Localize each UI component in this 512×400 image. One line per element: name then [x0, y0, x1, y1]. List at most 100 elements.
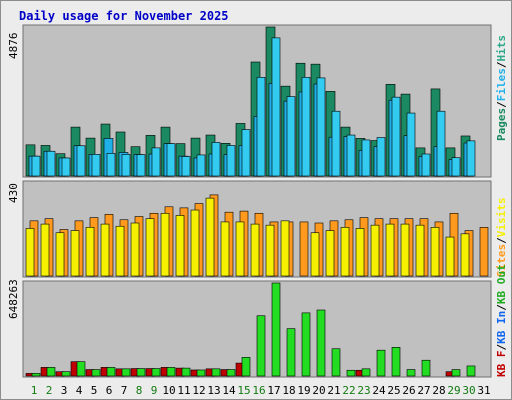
bar-kb-out-day-1	[31, 373, 41, 377]
bar-visits-day-21	[325, 230, 335, 277]
day-label-1: 1	[31, 384, 38, 397]
legend-kbout: KB Out	[495, 264, 508, 304]
legend-hits: Hits	[495, 35, 508, 62]
bar-visits-day-16	[250, 223, 260, 277]
day-label-21: 21	[327, 384, 340, 397]
bar-visits-day-4	[70, 230, 80, 277]
day-label-11: 11	[177, 384, 190, 397]
day-label-6: 6	[106, 384, 113, 397]
day-label-7: 7	[121, 384, 128, 397]
bar-visits-day-24	[370, 224, 380, 277]
day-label-9: 9	[151, 384, 158, 397]
day-label-29: 29	[447, 384, 460, 397]
bar-visits-day-12	[190, 209, 200, 277]
bar-visits-day-26	[400, 223, 410, 277]
bar-kb-out-day-26	[406, 369, 416, 377]
bar-visits-day-23	[355, 228, 365, 277]
bar-hits-day-17	[271, 37, 281, 177]
bar-kb-out-day-24	[376, 349, 386, 377]
legend-sites: Sites	[495, 244, 508, 277]
bar-visits-day-30	[460, 233, 470, 277]
day-label-8: 8	[136, 384, 143, 397]
legend-files: Files	[495, 68, 508, 101]
bar-visits-day-3	[55, 232, 65, 277]
bar-hits-day-30	[466, 140, 476, 177]
bar-sites-day-19	[299, 221, 309, 277]
bar-hits-day-22	[346, 134, 356, 177]
hits-legend: Pages/Files/Hits	[495, 35, 508, 141]
bar-kb-out-day-2	[46, 367, 56, 377]
bar-kb-out-day-11	[181, 367, 191, 377]
bar-sites-day-31	[479, 227, 489, 277]
day-label-2: 2	[46, 384, 53, 397]
day-label-19: 19	[297, 384, 310, 397]
bar-visits-day-7	[115, 225, 125, 277]
bar-kb-out-day-18	[286, 328, 296, 377]
bar-hits-day-21	[331, 110, 341, 177]
bar-hits-day-29	[451, 157, 461, 177]
bar-hits-day-25	[391, 96, 401, 177]
legend-kbin: KB In	[495, 311, 508, 344]
day-label-27: 27	[417, 384, 430, 397]
day-label-25: 25	[387, 384, 400, 397]
bar-hits-day-23	[361, 139, 371, 177]
bar-hits-day-13	[211, 142, 221, 177]
bar-visits-day-18	[280, 220, 290, 277]
bar-visits-day-5	[85, 227, 95, 277]
bar-hits-day-18	[286, 96, 296, 177]
bar-visits-day-15	[235, 221, 245, 277]
bar-kb-out-day-3	[61, 371, 71, 377]
legend-pages: Pages	[495, 108, 508, 141]
bar-kb-out-day-6	[106, 367, 116, 377]
bar-hits-day-24	[376, 137, 386, 177]
day-label-3: 3	[61, 384, 68, 397]
day-label-18: 18	[282, 384, 295, 397]
day-label-17: 17	[267, 384, 280, 397]
bar-visits-day-9	[145, 218, 155, 277]
bar-visits-day-2	[40, 223, 50, 277]
bar-visits-day-11	[175, 215, 185, 277]
bar-visits-day-27	[415, 224, 425, 277]
bar-hits-day-14	[226, 145, 236, 177]
bar-hits-day-28	[436, 110, 446, 177]
bar-visits-day-25	[385, 223, 395, 277]
bar-hits-day-12	[196, 154, 206, 177]
bar-visits-day-17	[265, 224, 275, 277]
bar-visits-day-6	[100, 223, 110, 277]
day-label-16: 16	[252, 384, 265, 397]
bar-kb-out-day-30	[466, 365, 476, 377]
bar-layer	[25, 26, 489, 377]
bar-visits-day-13	[205, 197, 215, 277]
bar-visits-day-20	[310, 232, 320, 277]
sites-max-label: 430	[7, 183, 20, 203]
day-label-4: 4	[76, 384, 83, 397]
day-label-22: 22	[342, 384, 355, 397]
kbytes-max-label: 648263	[7, 279, 20, 319]
bar-kb-out-day-22	[346, 369, 356, 377]
bar-hits-day-3	[61, 157, 71, 177]
legend-sep-2: /	[495, 61, 508, 68]
bar-visits-day-29	[445, 236, 455, 277]
sites-legend: Sites/Visits	[495, 198, 508, 278]
bar-kb-out-day-17	[271, 282, 281, 377]
day-label-15: 15	[237, 384, 250, 397]
legend-sep-4: /	[495, 344, 508, 351]
bar-hits-day-15	[241, 129, 251, 177]
bar-kb-out-day-9	[151, 368, 161, 377]
day-label-10: 10	[162, 384, 175, 397]
day-label-13: 13	[207, 384, 220, 397]
legend-kbf: KB F	[495, 351, 508, 378]
bar-hits-day-7	[121, 154, 131, 177]
bar-kb-out-day-5	[91, 369, 101, 377]
day-label-5: 5	[91, 384, 98, 397]
bar-hits-day-4	[76, 145, 86, 177]
bar-visits-day-22	[340, 227, 350, 277]
bar-kb-out-day-27	[421, 359, 431, 377]
bar-hits-day-27	[421, 153, 431, 177]
day-label-23: 23	[357, 384, 370, 397]
bar-hits-day-20	[316, 77, 326, 177]
bar-kb-out-day-29	[451, 369, 461, 377]
legend-visits: Visits	[495, 198, 508, 238]
